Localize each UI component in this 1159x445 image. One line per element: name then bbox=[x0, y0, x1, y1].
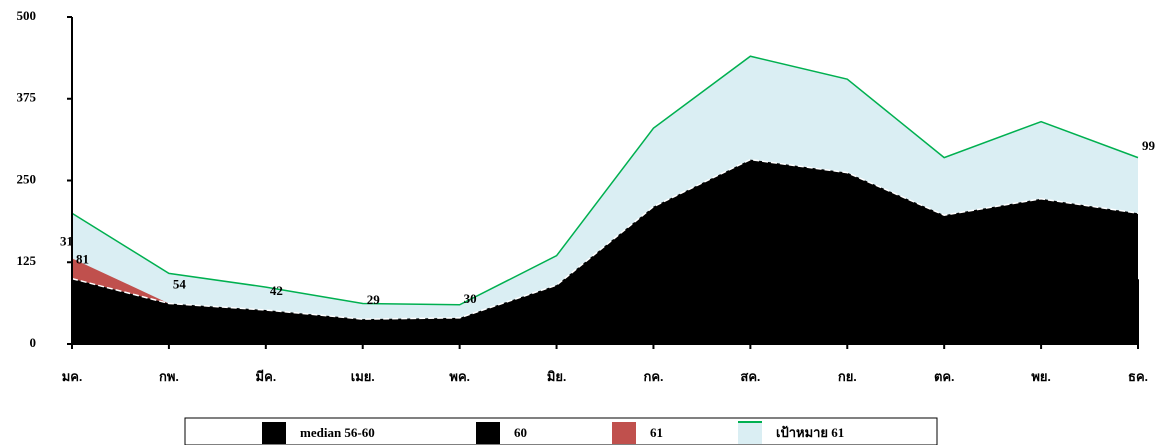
legend-swatch bbox=[738, 422, 762, 444]
legend-swatch bbox=[476, 422, 500, 444]
median-area bbox=[72, 159, 1138, 344]
y-tick-label: 0 bbox=[30, 335, 37, 350]
legend-label: median 56-60 bbox=[300, 425, 375, 440]
x-tick-label: กค. bbox=[644, 369, 664, 384]
value-label: 29 bbox=[367, 292, 381, 307]
x-tick-label: สค. bbox=[740, 369, 760, 384]
legend-label: 61 bbox=[650, 425, 663, 440]
value-label: 31 bbox=[60, 233, 73, 248]
x-tick-label: มค. bbox=[62, 369, 83, 384]
value-label: 30 bbox=[464, 291, 477, 306]
y-tick-label: 250 bbox=[17, 171, 37, 186]
area-61 bbox=[72, 258, 169, 304]
legend-swatch bbox=[262, 422, 286, 444]
legend-swatch bbox=[612, 422, 636, 444]
legend-box bbox=[184, 417, 938, 445]
x-tick-label: ตค. bbox=[934, 369, 954, 384]
value-label: 81 bbox=[76, 252, 89, 267]
x-tick-label: ธค. bbox=[1128, 369, 1148, 384]
target-line bbox=[71, 55, 1139, 306]
value-label: 54 bbox=[173, 276, 187, 291]
x-tick-label: พค. bbox=[449, 369, 470, 384]
legend-label: 60 bbox=[514, 425, 527, 440]
legend-label: เป้าหมาย 61 bbox=[776, 425, 844, 440]
y-tick-label: 500 bbox=[17, 8, 37, 23]
value-label: 99 bbox=[1142, 138, 1156, 153]
x-tick-label: เมย. bbox=[351, 369, 375, 384]
y-tick-label: 125 bbox=[17, 253, 37, 268]
x-tick-label: มิย. bbox=[547, 369, 566, 384]
median-line bbox=[71, 158, 1139, 320]
value-label: 42 bbox=[270, 283, 283, 298]
x-tick-label: กย. bbox=[838, 369, 857, 384]
x-tick-label: กพ. bbox=[159, 369, 179, 384]
x-tick-label: พย. bbox=[1031, 369, 1050, 384]
y-tick-label: 375 bbox=[17, 90, 37, 105]
x-tick-label: มีค. bbox=[256, 369, 277, 384]
